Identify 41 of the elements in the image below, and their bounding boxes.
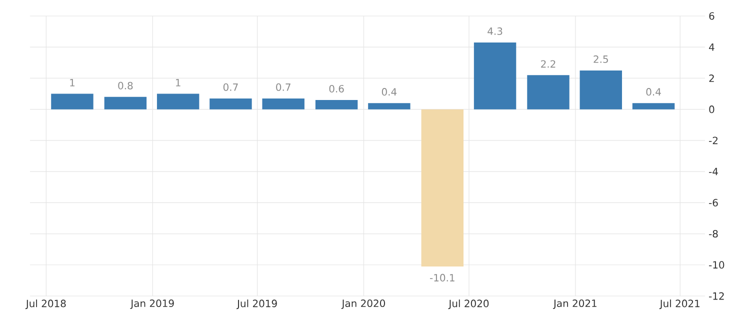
bar bbox=[210, 98, 252, 110]
data-label: 0.4 bbox=[382, 88, 397, 96]
data-label: 0.6 bbox=[329, 84, 344, 92]
bar bbox=[421, 109, 464, 266]
x-tick-label: Jul 2020 bbox=[448, 300, 489, 310]
data-label: 0.8 bbox=[118, 82, 133, 90]
bar bbox=[368, 103, 410, 110]
y-tick-label: -12 bbox=[709, 292, 724, 300]
x-tick-label: Jan 2020 bbox=[341, 300, 386, 309]
x-tick-label: Jan 2019 bbox=[130, 300, 174, 309]
data-label: -10.1 bbox=[430, 274, 454, 282]
y-tick-label: -4 bbox=[709, 168, 718, 176]
data-label: 0.7 bbox=[223, 83, 238, 91]
data-label: 1 bbox=[176, 79, 180, 86]
bar bbox=[315, 100, 358, 110]
bar bbox=[632, 103, 675, 110]
y-tick-label: 6 bbox=[709, 12, 714, 20]
y-tick-label: 0 bbox=[709, 106, 714, 114]
y-tick-label: -8 bbox=[709, 230, 718, 238]
data-label: 1 bbox=[70, 79, 74, 86]
x-tick-label: Jul 2021 bbox=[659, 300, 700, 310]
data-label: 0.4 bbox=[646, 88, 661, 96]
bar bbox=[474, 42, 516, 110]
bar bbox=[527, 75, 570, 110]
data-label: 0.7 bbox=[276, 83, 290, 91]
y-tick-label: 2 bbox=[709, 74, 714, 82]
bar bbox=[156, 94, 200, 110]
bar bbox=[51, 94, 94, 110]
bar bbox=[104, 96, 147, 110]
data-label: 4.3 bbox=[488, 27, 502, 35]
bar bbox=[262, 98, 304, 110]
y-tick-label: 4 bbox=[709, 43, 714, 51]
y-tick-label: -2 bbox=[709, 136, 718, 144]
data-label: 2.2 bbox=[541, 60, 556, 68]
y-tick-label: -10 bbox=[709, 261, 724, 269]
x-tick-label: Jan 2021 bbox=[552, 300, 596, 309]
x-tick-label: Jul 2019 bbox=[236, 300, 277, 310]
x-tick-label: Jul 2018 bbox=[25, 300, 66, 310]
y-tick-label: -6 bbox=[709, 198, 718, 206]
bar bbox=[580, 70, 622, 110]
data-label: 2.5 bbox=[594, 55, 608, 63]
